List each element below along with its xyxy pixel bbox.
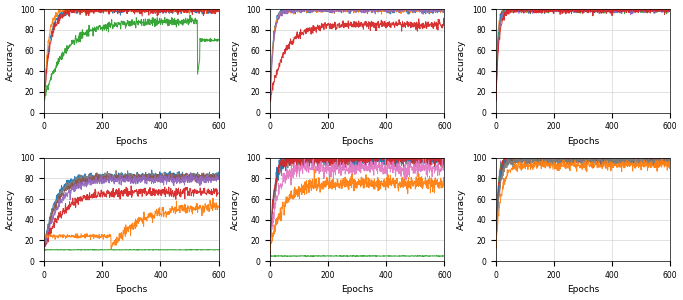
X-axis label: Epochs: Epochs bbox=[567, 137, 599, 146]
X-axis label: Epochs: Epochs bbox=[341, 285, 374, 294]
X-axis label: Epochs: Epochs bbox=[341, 137, 374, 146]
X-axis label: Epochs: Epochs bbox=[567, 285, 599, 294]
Y-axis label: Accuracy: Accuracy bbox=[232, 189, 240, 230]
Y-axis label: Accuracy: Accuracy bbox=[457, 40, 466, 82]
X-axis label: Epochs: Epochs bbox=[115, 285, 148, 294]
Y-axis label: Accuracy: Accuracy bbox=[232, 40, 240, 82]
X-axis label: Epochs: Epochs bbox=[115, 137, 148, 146]
Y-axis label: Accuracy: Accuracy bbox=[5, 189, 14, 230]
Y-axis label: Accuracy: Accuracy bbox=[457, 189, 466, 230]
Y-axis label: Accuracy: Accuracy bbox=[5, 40, 14, 82]
